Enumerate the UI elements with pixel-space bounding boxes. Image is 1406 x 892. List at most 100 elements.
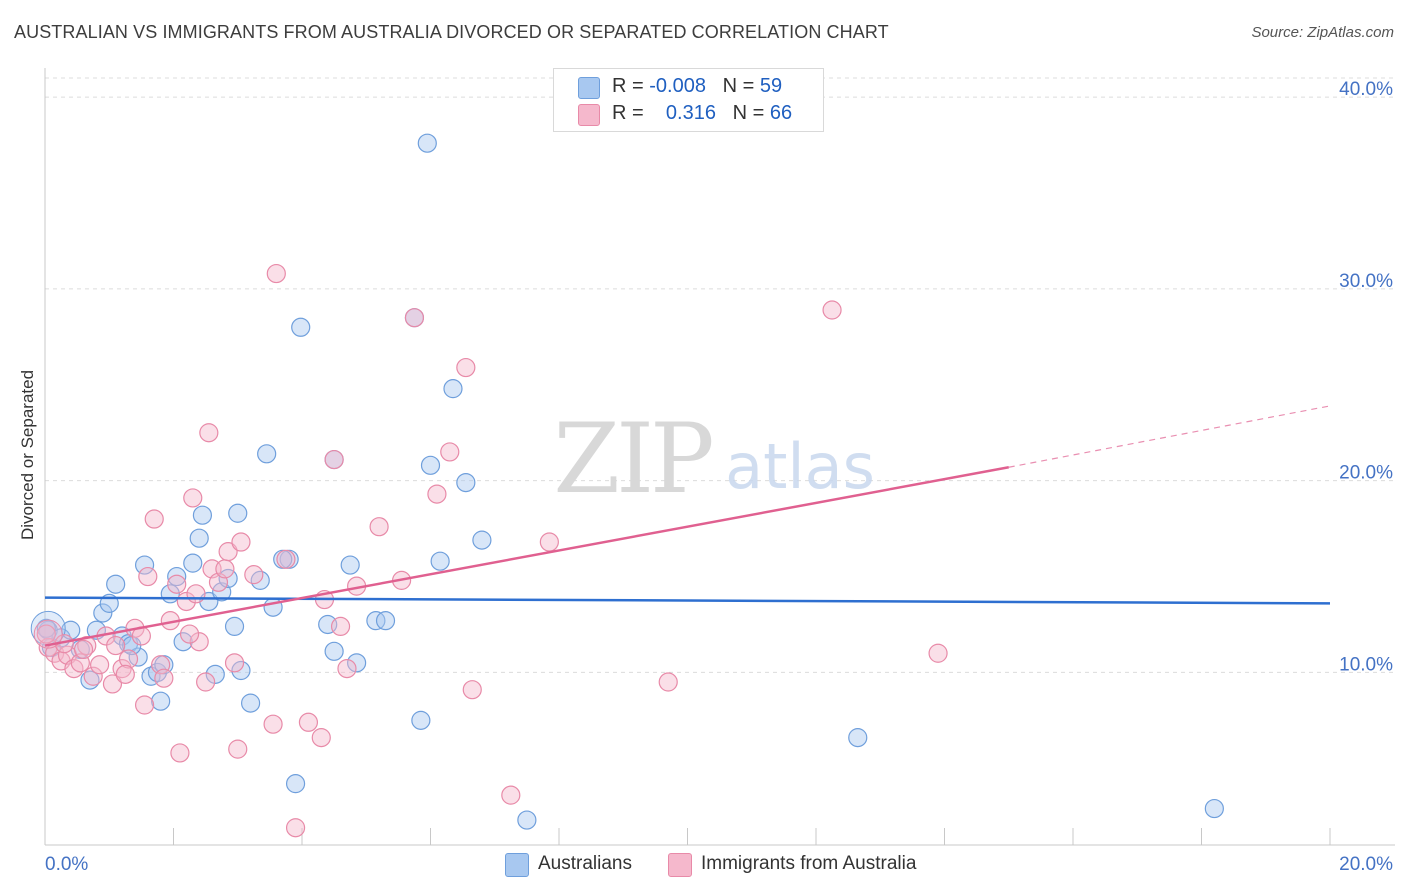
x-tick-label: 20.0%: [1339, 854, 1393, 875]
australians-point: [285, 774, 306, 794]
immigrants-point: [231, 532, 251, 552]
immigrants-point: [244, 565, 264, 585]
immigrants-point: [263, 714, 283, 734]
immigrants-points: [33, 263, 948, 838]
australians-point: [257, 444, 277, 464]
immigrants-point: [427, 484, 447, 504]
immigrants-point: [285, 818, 306, 838]
australians-point: [228, 503, 248, 523]
australians-point: [134, 555, 155, 575]
australians-point: [347, 653, 367, 673]
immigrants-point: [83, 666, 103, 686]
immigrants-point: [266, 263, 286, 284]
immigrants-point: [179, 624, 200, 644]
bottom-legend-label: Australians: [538, 853, 632, 874]
immigrants-point: [330, 616, 351, 637]
australians-point: [205, 664, 225, 684]
immigrants-point: [196, 672, 216, 692]
bottom-legend-swatch-blue: [505, 853, 529, 877]
australians-point: [517, 810, 537, 830]
immigrants-trend-line: [44, 466, 1009, 647]
immigrants-point: [822, 300, 842, 320]
australians-point: [324, 641, 344, 661]
australians-point: [443, 379, 463, 399]
australians-point: [167, 566, 187, 587]
immigrants-point: [298, 712, 319, 732]
legend-swatch-pink: [578, 104, 600, 126]
y-tick-label: 40.0%: [1339, 79, 1393, 100]
legend-r-value: -0.008: [649, 75, 706, 97]
immigrants-point: [73, 639, 94, 660]
australians-point: [456, 472, 476, 493]
australians-point: [173, 632, 193, 652]
immigrants-point: [33, 619, 63, 649]
watermark-atlas: atlas: [725, 430, 875, 503]
immigrants-point: [228, 739, 248, 759]
chart-title: AUSTRALIAN VS IMMIGRANTS FROM AUSTRALIA …: [14, 22, 889, 42]
australians-point: [183, 553, 203, 573]
australians-point: [128, 647, 148, 667]
legend-r-value: 0.316: [665, 102, 716, 124]
australians-point: [430, 551, 450, 571]
australians-point: [366, 611, 386, 631]
australians-point: [231, 660, 251, 681]
trend-lines: [44, 405, 1331, 647]
immigrants-point: [928, 643, 948, 663]
australians-point: [106, 574, 126, 594]
immigrants-point: [456, 357, 476, 378]
immigrants-point: [102, 674, 123, 694]
australians-point: [340, 555, 360, 575]
legend-r-label: R =: [612, 75, 650, 97]
immigrants-point: [369, 517, 389, 537]
legend-n-label: N =: [732, 102, 770, 124]
watermark: ZIP atlas: [553, 403, 875, 515]
immigrants-point: [224, 653, 245, 673]
immigrants-point: [106, 635, 126, 656]
immigrants-point: [324, 449, 344, 470]
australians-point: [291, 317, 311, 337]
immigrants-point: [170, 743, 190, 763]
legend-swatch-blue: [578, 77, 600, 99]
australians-point: [93, 603, 113, 623]
australians-point: [848, 728, 868, 748]
tick-labels: 10.0% 20.0% 30.0% 40.0% 0.0% 20.0%: [45, 79, 1393, 875]
australians-point: [192, 505, 213, 525]
source-label: Source: ZipAtlas.com: [1251, 24, 1394, 41]
australians-point: [263, 597, 283, 617]
legend-r-label: R =: [612, 102, 650, 124]
immigrants-point: [176, 591, 196, 612]
immigrants-point: [36, 624, 56, 644]
immigrants-point: [189, 632, 209, 652]
australians-point: [420, 455, 441, 475]
bottom-legend-label: Immigrants from Australia: [701, 853, 917, 874]
immigrants-point: [118, 649, 139, 669]
gridlines: [45, 77, 1395, 673]
australians-point: [1204, 798, 1224, 819]
immigrants-point: [215, 559, 235, 579]
legend-n-label: N =: [722, 75, 760, 97]
immigrants-point: [337, 658, 357, 679]
immigrants-point: [404, 308, 425, 328]
immigrants-point: [112, 658, 132, 679]
immigrants-point: [218, 542, 238, 562]
correlation-legend: R = -0.008 N = 59 R = 0.316 N = 66: [553, 68, 824, 132]
australians-point: [224, 616, 245, 637]
immigrants-trend-extension: [1008, 405, 1331, 468]
australians-point: [36, 618, 56, 638]
immigrants-point: [462, 680, 482, 700]
immigrants-point: [311, 728, 331, 748]
immigrants-point: [186, 584, 206, 604]
y-tick-label: 10.0%: [1339, 654, 1393, 675]
immigrants-point: [138, 566, 158, 587]
legend-n-value: 59: [759, 75, 783, 97]
immigrants-point: [144, 509, 164, 529]
immigrants-point: [440, 442, 460, 462]
immigrants-point: [134, 695, 155, 715]
bottom-legend-swatch-pink: [668, 853, 692, 877]
axes: [44, 68, 1395, 846]
x-tick-label: 0.0%: [45, 854, 88, 875]
immigrants-point: [167, 574, 187, 594]
immigrants-point: [276, 549, 296, 569]
immigrants-point: [90, 655, 110, 675]
